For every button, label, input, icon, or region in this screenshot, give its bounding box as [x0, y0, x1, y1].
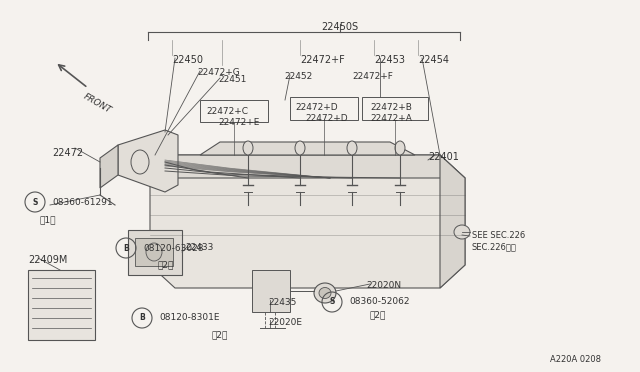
Bar [28, 270, 95, 340]
Polygon shape [150, 155, 465, 288]
Polygon shape [200, 142, 415, 155]
Text: （2）: （2） [370, 310, 387, 319]
Text: 22472+C: 22472+C [206, 107, 248, 116]
Text: 22453: 22453 [374, 55, 405, 65]
Text: （2）: （2） [212, 330, 228, 339]
Ellipse shape [146, 243, 162, 261]
Polygon shape [150, 155, 465, 178]
Text: 22450S: 22450S [321, 22, 358, 32]
Ellipse shape [319, 288, 331, 298]
Bar [200, 100, 268, 122]
Text: 22472+G: 22472+G [197, 68, 240, 77]
Ellipse shape [295, 141, 305, 155]
Text: A220A 0208: A220A 0208 [550, 355, 601, 364]
Text: FRONT: FRONT [82, 92, 113, 115]
Ellipse shape [243, 141, 253, 155]
Text: S: S [330, 298, 335, 307]
Text: 22472+F: 22472+F [300, 55, 345, 65]
Text: 22452: 22452 [284, 72, 312, 81]
Bar [362, 97, 428, 120]
Polygon shape [128, 230, 182, 275]
Text: （2）: （2） [158, 260, 174, 269]
Text: 08120-8301E: 08120-8301E [159, 314, 220, 323]
Text: 22472+D: 22472+D [295, 103, 338, 112]
Text: 22451: 22451 [218, 75, 246, 84]
Text: 22472+E: 22472+E [218, 118, 259, 127]
Text: 22435: 22435 [268, 298, 296, 307]
Text: 22450: 22450 [172, 55, 203, 65]
Text: 22433: 22433 [185, 243, 213, 252]
Text: 22472+A: 22472+A [370, 114, 412, 123]
Text: 08360-61291: 08360-61291 [52, 198, 113, 206]
Text: 22020N: 22020N [366, 281, 401, 290]
Text: SEE SEC.226: SEE SEC.226 [472, 231, 525, 240]
Text: 08120-63028: 08120-63028 [143, 244, 204, 253]
Text: S: S [32, 198, 38, 206]
Text: SEC.226参照: SEC.226参照 [472, 242, 517, 251]
Ellipse shape [454, 225, 470, 239]
Text: 22454: 22454 [418, 55, 449, 65]
Ellipse shape [395, 141, 405, 155]
Bar [290, 97, 358, 120]
Polygon shape [100, 145, 118, 188]
Text: 22020E: 22020E [268, 318, 302, 327]
Polygon shape [118, 130, 178, 192]
Text: （1）: （1） [40, 215, 56, 224]
Text: B: B [139, 314, 145, 323]
Text: 22472+F: 22472+F [352, 72, 393, 81]
Text: 22409M: 22409M [28, 255, 67, 265]
Text: 08360-52062: 08360-52062 [349, 298, 410, 307]
Text: 22401: 22401 [428, 152, 459, 162]
Text: 22472: 22472 [52, 148, 83, 158]
Ellipse shape [347, 141, 357, 155]
Text: 22472+B: 22472+B [370, 103, 412, 112]
Ellipse shape [314, 283, 336, 303]
Text: 22472+D: 22472+D [305, 114, 348, 123]
Bar [252, 270, 290, 312]
Bar [135, 238, 173, 266]
Polygon shape [440, 155, 465, 288]
Text: B: B [123, 244, 129, 253]
